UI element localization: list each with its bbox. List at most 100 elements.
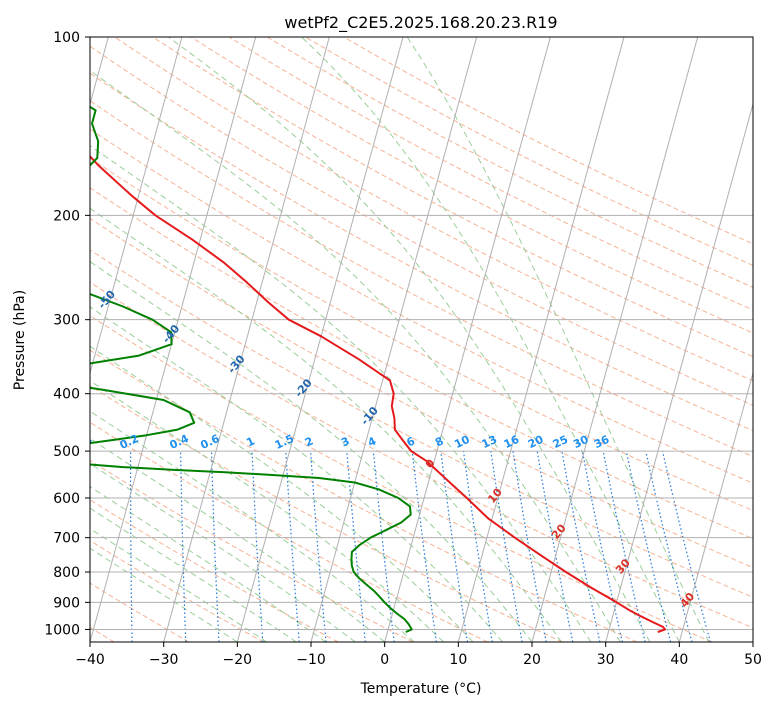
- dry-adiabat: [90, 281, 753, 629]
- sounding-profiles: [90, 105, 667, 633]
- moist-adiabat: [90, 260, 533, 642]
- dry-adiabat: [90, 582, 190, 642]
- isotherm: [752, 640, 753, 642]
- mixing-ratio-label: 10: [452, 433, 472, 451]
- dry-adiabat: [266, 37, 753, 288]
- isotherm: [90, 37, 183, 375]
- dry-adiabat: [90, 187, 753, 540]
- y-tick-label: 800: [53, 565, 80, 581]
- line-labels: -100-90-80-70-60-50-40-30-20-10010203040…: [71, 288, 698, 611]
- mixing-ratio-line: [661, 450, 711, 642]
- mixing-ratio-line: [645, 450, 693, 642]
- adiabat-label: 40: [678, 590, 698, 610]
- x-tick-label: −30: [149, 652, 179, 668]
- mixing-ratio-label: 20: [526, 433, 546, 451]
- temperature-profile: [90, 154, 667, 633]
- dry-adiabat: [90, 421, 488, 642]
- mixing-ratio-label: 8: [433, 434, 445, 449]
- moist-adiabat: [406, 37, 710, 642]
- y-tick-label: 900: [53, 595, 80, 611]
- isotherm: [678, 371, 753, 642]
- dry-adiabat: [90, 45, 753, 406]
- x-tick-label: 40: [670, 652, 688, 668]
- y-tick-label: 400: [53, 387, 80, 403]
- mixing-ratio-label: 25: [551, 433, 570, 451]
- mixing-ratio-line: [411, 451, 437, 642]
- dry-adiabat: [90, 217, 753, 569]
- mixing-ratio-label: 1: [244, 434, 256, 449]
- mixing-ratio-label: 0.6: [198, 432, 221, 452]
- chart-title: wetPf2_C2E5.2025.168.20.23.R19: [284, 13, 557, 33]
- mixing-ratio-label: 0.1: [71, 432, 94, 452]
- x-tick-label: 20: [523, 652, 541, 668]
- dry-adiabat: [90, 349, 638, 642]
- isotherm: [90, 37, 257, 642]
- y-tick-label: 200: [53, 208, 80, 224]
- x-tick-label: 50: [744, 652, 762, 668]
- mixing-ratio-label: 0.2: [118, 432, 141, 452]
- moist-adiabat: [301, 37, 680, 642]
- isotherm: [457, 37, 625, 642]
- dry-adiabat: [90, 72, 753, 432]
- moist-adiabat: [90, 144, 592, 642]
- moist-adiabat: [90, 69, 621, 642]
- dry-adiabat: [90, 249, 753, 598]
- dewpoint-profile: [90, 105, 413, 633]
- dry-adiabat: [90, 100, 753, 458]
- isotherm: [384, 37, 551, 642]
- x-tick-label: −40: [75, 652, 105, 668]
- x-axis-ticks: −40 −30 −20 −10 0 10 20 30 40 50: [75, 642, 762, 668]
- isotherm: [163, 37, 330, 642]
- x-tick-label: −20: [223, 652, 253, 668]
- adiabat-label: 30: [613, 556, 633, 576]
- dry-adiabat: [343, 37, 753, 245]
- dry-adiabat: [90, 540, 264, 642]
- mixing-ratio-label: 4: [366, 434, 379, 449]
- dry-adiabat: [90, 459, 414, 642]
- mixing-ratio-label: 6: [405, 434, 418, 449]
- y-tick-label: 100: [53, 30, 80, 46]
- mixing-ratio-label: 2: [303, 434, 315, 449]
- dry-adiabat: [90, 385, 563, 642]
- dry-adiabat: [190, 37, 753, 334]
- x-tick-label: 0: [380, 652, 389, 668]
- x-tick-label: 30: [597, 652, 615, 668]
- dry-adiabat: [90, 499, 339, 642]
- mixing-ratio-label: 1.5: [273, 432, 296, 452]
- y-tick-label: 300: [53, 313, 80, 329]
- background-lines: [82, 37, 753, 642]
- dry-adiabat: [90, 128, 753, 484]
- x-tick-label: 10: [449, 652, 467, 668]
- adiabat-label: -40: [160, 322, 183, 346]
- x-axis-label: Temperature (°C): [360, 681, 482, 697]
- mixing-ratio-line: [581, 450, 623, 642]
- grid: [90, 37, 753, 642]
- mixing-ratio-line: [440, 451, 469, 642]
- adiabat-label: -50: [95, 288, 118, 312]
- mixing-ratio-line: [346, 451, 366, 642]
- moist-adiabat: [90, 380, 444, 642]
- y-tick-label: 500: [53, 444, 80, 460]
- adiabat-label: -30: [225, 352, 248, 376]
- y-tick-label: 700: [53, 531, 80, 547]
- mixing-ratio-line: [602, 450, 646, 642]
- dry-adiabat: [90, 315, 712, 642]
- y-axis-ticks: 100 200 300 400 500 600 700 800 900 1000: [44, 30, 90, 638]
- moist-adiabat: [90, 345, 474, 642]
- moist-adiabat: [90, 207, 562, 642]
- moist-adiabat: [168, 37, 651, 642]
- y-tick-label: 600: [53, 491, 80, 507]
- mixing-ratio-line: [372, 451, 395, 642]
- mixing-ratio-line: [82, 451, 84, 642]
- mixing-ratio-label: 16: [502, 433, 522, 451]
- moist-adiabat: [90, 507, 297, 642]
- adiabat-label: 10: [485, 485, 505, 505]
- dry-adiabat: [152, 37, 753, 358]
- mixing-ratio-line: [462, 451, 493, 642]
- mixing-ratio-line: [310, 451, 327, 642]
- isotherm: [236, 37, 404, 642]
- isotherm: [310, 37, 478, 642]
- mixing-ratio-label: 30: [571, 433, 591, 451]
- dry-adiabat: [228, 37, 753, 311]
